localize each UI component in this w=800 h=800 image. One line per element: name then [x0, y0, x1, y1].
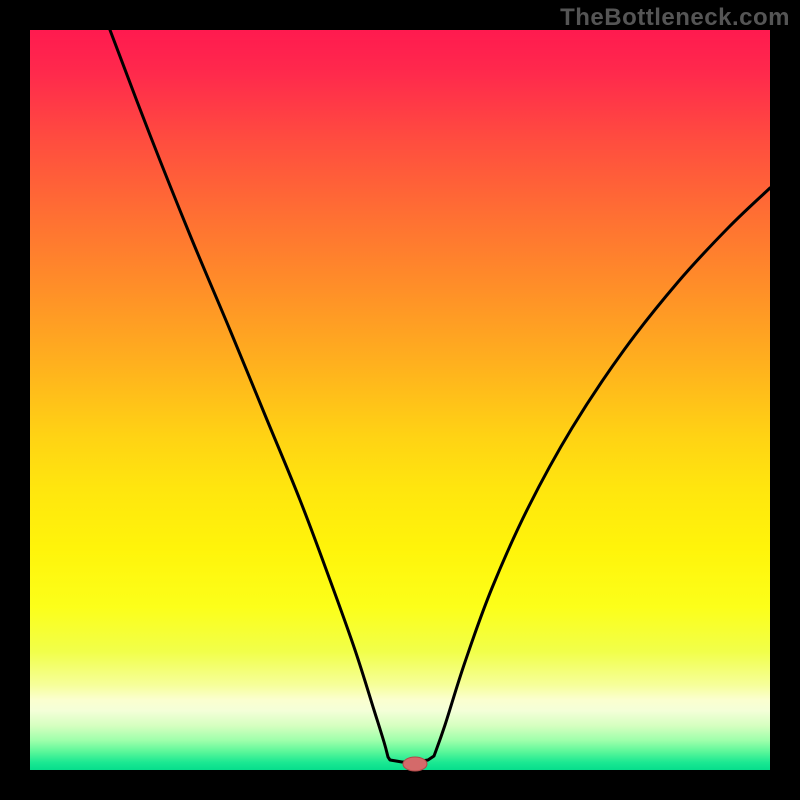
- bottleneck-chart-viewport: TheBottleneck.com: [0, 0, 800, 800]
- watermark-label: TheBottleneck.com: [560, 4, 790, 32]
- bottleneck-chart-svg: [0, 0, 800, 800]
- optimal-point-marker: [403, 757, 427, 771]
- plot-area: [30, 30, 770, 770]
